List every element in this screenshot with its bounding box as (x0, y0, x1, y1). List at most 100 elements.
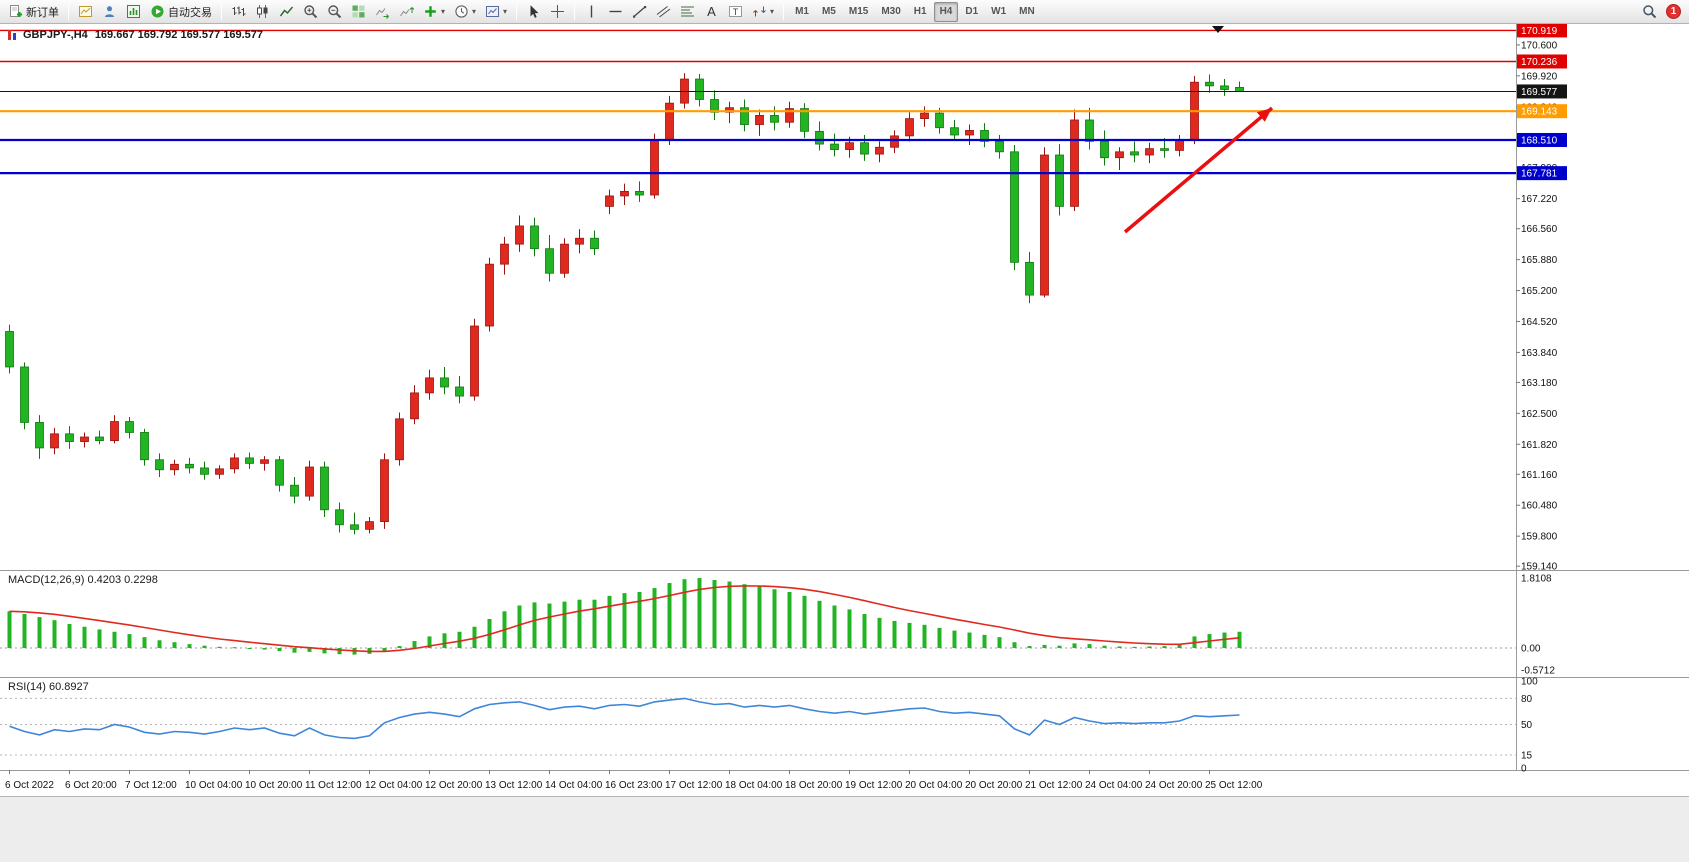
time-axis-label[interactable]: 17 Oct 12:00 (665, 780, 723, 791)
candle-body (1175, 140, 1184, 151)
time-axis-label[interactable]: 14 Oct 04:00 (545, 780, 603, 791)
macd-axis-label: 1.8108 (1521, 574, 1552, 585)
auto-trading-button[interactable]: 自动交易 (146, 2, 216, 22)
chart-shift-button[interactable] (395, 2, 418, 22)
chart-canvas[interactable]: 170.600169.920169.240168.560167.900167.2… (0, 0, 1689, 796)
trend-icon (632, 4, 647, 19)
candle-body (1100, 140, 1109, 159)
trendline-button[interactable] (628, 2, 651, 22)
macd-bar (382, 648, 387, 652)
vertical-line-button[interactable] (580, 2, 603, 22)
time-axis-label[interactable]: 21 Oct 12:00 (1025, 780, 1083, 791)
candle-body (860, 142, 869, 155)
time-axis-label[interactable]: 10 Oct 20:00 (245, 780, 303, 791)
arrows-button[interactable]: ▾ (748, 2, 778, 22)
new-order-button[interactable]: 新订单 (4, 2, 63, 22)
time-axis-label[interactable]: 6 Oct 20:00 (65, 780, 117, 791)
tf-m30-button[interactable]: M30 (875, 2, 906, 22)
profiles-button[interactable] (98, 2, 121, 22)
macd-bar (82, 626, 87, 648)
zoom-in-button[interactable] (299, 2, 322, 22)
tf-h4-button[interactable]: H4 (933, 1, 959, 22)
macd-bar (922, 624, 927, 648)
cursor-button[interactable] (522, 2, 545, 22)
time-axis-label[interactable]: 18 Oct 20:00 (785, 780, 843, 791)
time-axis-label[interactable]: 11 Oct 12:00 (305, 780, 362, 791)
toolbar-separator (574, 3, 576, 20)
charts-button[interactable] (74, 2, 97, 22)
periods-button[interactable]: ▾ (450, 2, 480, 22)
chart-shift-marker-icon[interactable] (1212, 26, 1224, 33)
candle-body (590, 237, 599, 250)
time-axis-label[interactable]: 12 Oct 20:00 (425, 780, 483, 791)
crosshair-button[interactable] (546, 2, 569, 22)
svg-text:T: T (733, 7, 739, 17)
notification-badge[interactable]: 1 (1666, 4, 1681, 19)
status-strip (0, 796, 1689, 862)
time-axis-label[interactable]: 7 Oct 12:00 (125, 780, 177, 791)
trend-arrow[interactable] (1123, 106, 1274, 234)
toolbar-items: 新订单 自动交易 ▾ ▾ ▾ A T ▾ M1 M5 M15 M30 H1 H4 D1 W1 MN (4, 1, 1041, 22)
textbox-icon: T (728, 4, 743, 19)
tf-d1-button[interactable]: D1 (959, 2, 984, 22)
horizontal-line-button[interactable] (604, 2, 627, 22)
time-axis-label[interactable]: 25 Oct 12:00 (1205, 780, 1263, 791)
auto-scroll-button[interactable] (371, 2, 394, 22)
macd-bar (292, 648, 297, 653)
time-axis-label[interactable]: 19 Oct 12:00 (845, 780, 903, 791)
candle-body (230, 457, 239, 470)
macd-indicator-label: MACD(12,26,9) 0.4203 0.2298 (8, 574, 158, 586)
toolbar-separator (221, 3, 222, 20)
time-axis-label[interactable]: 6 Oct 2022 (5, 780, 54, 791)
macd-signal-line (9, 585, 1240, 653)
profile-icon (102, 4, 117, 19)
search-button[interactable] (1638, 2, 1661, 22)
time-axis-label[interactable]: 13 Oct 12:00 (485, 780, 543, 791)
tf-m1-button[interactable]: M1 (789, 2, 815, 22)
tf-mn-button[interactable]: MN (1013, 2, 1041, 22)
zoom-out-button[interactable] (323, 2, 346, 22)
time-axis-label[interactable]: 24 Oct 20:00 (1145, 780, 1203, 791)
candle-body (1160, 148, 1169, 151)
market-watch-button[interactable] (122, 2, 145, 22)
text-label-button[interactable]: T (724, 2, 747, 22)
indicators-button[interactable]: ▾ (419, 2, 449, 22)
time-axis-label[interactable]: 20 Oct 20:00 (965, 780, 1023, 791)
tf-w1-button[interactable]: W1 (985, 2, 1012, 22)
channel-button[interactable] (652, 2, 675, 22)
play-icon (150, 4, 165, 19)
templates-button[interactable]: ▾ (481, 2, 511, 22)
candle-body (935, 112, 944, 129)
tf-h1-button[interactable]: H1 (908, 2, 933, 22)
text-button[interactable]: A (700, 2, 723, 22)
market-icon (126, 4, 141, 19)
line-chart-button[interactable] (275, 2, 298, 22)
rsi-axis-label: 100 (1521, 677, 1538, 688)
candle-body (140, 432, 149, 461)
candle-body (65, 433, 74, 442)
candle-body (965, 130, 974, 136)
candle-body (335, 509, 344, 526)
macd-bar (262, 648, 267, 650)
candle-body (950, 127, 959, 136)
tf-m15-button[interactable]: M15 (843, 2, 874, 22)
fibonacci-button[interactable] (676, 2, 699, 22)
time-axis-label[interactable]: 20 Oct 04:00 (905, 780, 963, 791)
time-axis-label[interactable]: 10 Oct 04:00 (185, 780, 243, 791)
macd-bar (952, 630, 957, 648)
macd-bar (967, 632, 972, 648)
bar-chart-button[interactable] (227, 2, 250, 22)
tf-m5-button[interactable]: M5 (816, 2, 842, 22)
candlestick-chart-button[interactable] (251, 2, 274, 22)
macd-name: MACD(12,26,9) (8, 574, 85, 586)
macd-bar (1057, 645, 1062, 648)
time-axis-label[interactable]: 18 Oct 04:00 (725, 780, 783, 791)
macd-bar (1237, 631, 1242, 648)
tile-windows-button[interactable] (347, 2, 370, 22)
macd-bar (457, 631, 462, 648)
chart-title: GBPJPY-,H4 169.667 169.792 169.577 169.5… (8, 29, 263, 41)
time-axis-label[interactable]: 24 Oct 04:00 (1085, 780, 1143, 791)
time-axis-label[interactable]: 12 Oct 04:00 (365, 780, 423, 791)
candle-body (560, 243, 569, 274)
time-axis-label[interactable]: 16 Oct 23:00 (605, 780, 663, 791)
